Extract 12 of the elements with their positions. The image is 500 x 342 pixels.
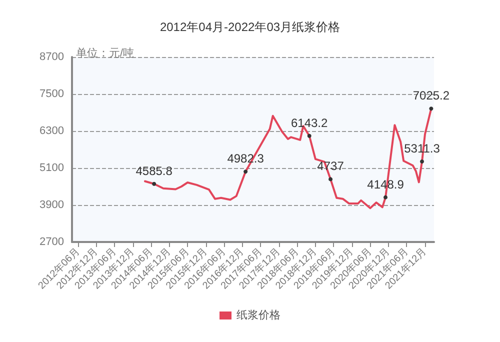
y-tick-label: 2700 bbox=[40, 236, 64, 248]
y-tick-label: 3900 bbox=[40, 199, 64, 211]
y-tick-label: 7500 bbox=[40, 88, 64, 100]
legend-label: 纸浆价格 bbox=[236, 310, 280, 322]
data-label: 4585.8 bbox=[136, 164, 173, 178]
data-label: 7025.2 bbox=[412, 88, 450, 103]
y-tick-label: 8700 bbox=[40, 51, 64, 63]
y-tick-label: 6300 bbox=[40, 125, 64, 137]
chart-title: 2012年04月-2022年03月纸浆价格 bbox=[160, 20, 340, 34]
y-tick-label: 5100 bbox=[40, 162, 64, 174]
data-label: 6143.2 bbox=[290, 116, 328, 130]
y-axis-title: 单位：元/吨 bbox=[76, 46, 134, 60]
